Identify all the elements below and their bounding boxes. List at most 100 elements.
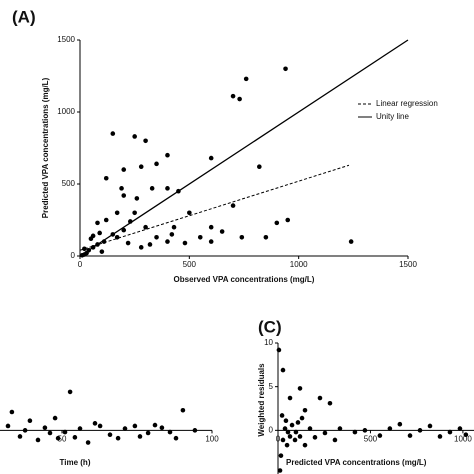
fit-line bbox=[79, 164, 350, 251]
data-point bbox=[114, 210, 120, 216]
data-point bbox=[152, 422, 158, 428]
y-tick-label: 0 bbox=[71, 251, 76, 260]
data-point bbox=[165, 186, 170, 191]
x-axis-label: Time (h) bbox=[60, 458, 91, 467]
data-point bbox=[292, 437, 298, 443]
data-point bbox=[132, 134, 137, 139]
fit-line bbox=[79, 39, 409, 257]
data-point bbox=[122, 426, 128, 431]
data-point bbox=[35, 437, 41, 443]
data-point bbox=[114, 234, 120, 240]
data-point bbox=[312, 435, 318, 440]
data-point bbox=[327, 400, 333, 406]
data-point bbox=[297, 386, 303, 391]
data-point bbox=[317, 395, 323, 401]
x-tick-label: 50 bbox=[58, 434, 67, 443]
data-point bbox=[457, 426, 463, 431]
data-point bbox=[279, 413, 285, 418]
y-tick-label: 5 bbox=[269, 382, 274, 391]
data-point bbox=[280, 367, 286, 373]
data-point bbox=[295, 420, 301, 425]
data-point bbox=[176, 188, 181, 194]
x-tick-label: 0 bbox=[78, 260, 83, 269]
data-point bbox=[121, 227, 127, 233]
data-point bbox=[103, 217, 109, 223]
data-point bbox=[263, 234, 269, 240]
y-tick-label: 1500 bbox=[57, 35, 75, 44]
data-point bbox=[99, 249, 105, 254]
data-point bbox=[119, 186, 124, 191]
data-point bbox=[101, 239, 107, 244]
y-tick-label: 1000 bbox=[57, 107, 75, 116]
data-point bbox=[230, 93, 236, 99]
data-point bbox=[110, 131, 116, 136]
data-point bbox=[192, 428, 198, 433]
data-point bbox=[417, 428, 423, 433]
data-point bbox=[187, 210, 192, 216]
data-point bbox=[167, 429, 173, 435]
data-point bbox=[243, 76, 249, 82]
data-point bbox=[280, 437, 286, 443]
data-point bbox=[62, 429, 68, 435]
data-point bbox=[143, 138, 148, 144]
legend-label: Linear regression bbox=[376, 99, 438, 108]
data-point bbox=[362, 428, 368, 433]
x-axis-label: Observed VPA concentrations (mg/L) bbox=[174, 275, 315, 284]
data-point bbox=[293, 429, 299, 435]
data-point bbox=[302, 442, 308, 448]
data-point bbox=[348, 239, 354, 244]
data-point bbox=[289, 422, 295, 428]
data-point bbox=[173, 435, 179, 441]
data-point bbox=[284, 442, 290, 448]
data-point bbox=[387, 426, 393, 431]
data-point bbox=[287, 395, 293, 401]
data-point bbox=[282, 426, 288, 431]
data-point bbox=[121, 193, 127, 198]
y-tick-label: 0 bbox=[269, 425, 274, 434]
data-point bbox=[180, 407, 186, 413]
data-point bbox=[42, 425, 48, 431]
data-point bbox=[147, 242, 153, 247]
data-point bbox=[352, 429, 358, 435]
y-axis-label: Predicted VPA concentrations (mg/L) bbox=[41, 77, 50, 218]
data-point bbox=[171, 224, 177, 230]
data-point bbox=[337, 426, 343, 431]
data-point bbox=[463, 432, 469, 438]
data-point bbox=[90, 233, 96, 239]
x-tick-label: 500 bbox=[364, 434, 378, 443]
data-point bbox=[97, 230, 102, 236]
data-point bbox=[127, 219, 133, 224]
x-tick-label: 1000 bbox=[290, 260, 308, 269]
data-point bbox=[22, 428, 28, 433]
data-point bbox=[154, 161, 159, 167]
y-tick-label: 500 bbox=[62, 179, 76, 188]
data-point bbox=[134, 196, 140, 201]
data-point bbox=[283, 66, 288, 72]
data-point bbox=[55, 435, 61, 441]
data-point bbox=[165, 239, 170, 244]
data-point bbox=[97, 423, 103, 429]
data-point bbox=[145, 430, 151, 436]
data-point bbox=[208, 239, 214, 244]
data-point bbox=[307, 426, 313, 431]
data-point bbox=[67, 389, 73, 395]
data-point bbox=[27, 418, 33, 424]
data-point bbox=[297, 434, 303, 439]
x-tick-label: 1000 bbox=[454, 434, 472, 443]
data-point bbox=[159, 425, 165, 431]
data-point bbox=[237, 96, 242, 102]
data-point bbox=[287, 434, 293, 439]
data-point bbox=[165, 152, 170, 158]
data-point bbox=[257, 164, 262, 170]
panel-title: (A) bbox=[12, 7, 36, 26]
data-point bbox=[427, 423, 433, 429]
data-point bbox=[72, 435, 78, 440]
data-point bbox=[5, 423, 11, 429]
data-point bbox=[103, 175, 109, 181]
data-point bbox=[138, 164, 144, 170]
data-point bbox=[132, 210, 137, 216]
data-point bbox=[276, 347, 282, 353]
data-point bbox=[182, 240, 188, 246]
